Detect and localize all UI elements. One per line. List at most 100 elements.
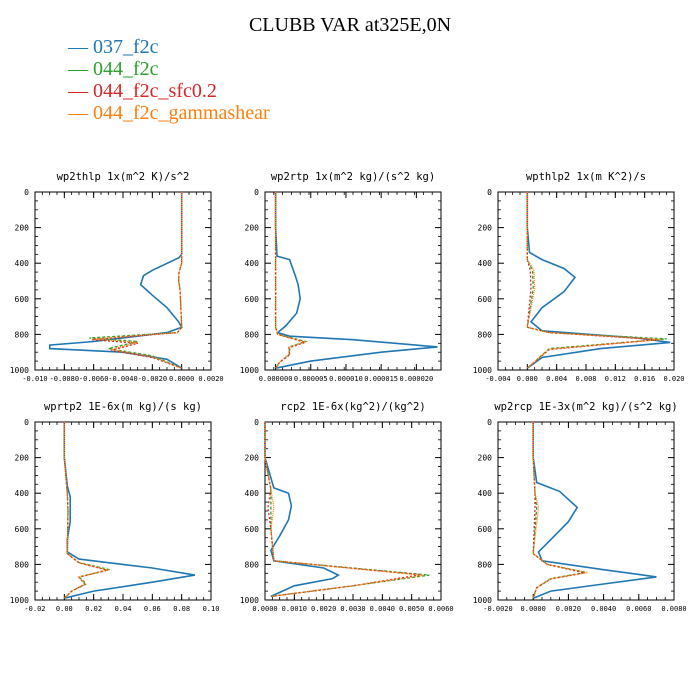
y-tick-label: 1000 bbox=[240, 366, 259, 375]
series-line-037_f2c bbox=[48, 192, 183, 369]
y-tick-label: 200 bbox=[15, 224, 30, 233]
plot-frame bbox=[264, 191, 442, 371]
x-tick-label: -0.010 bbox=[22, 375, 47, 383]
y-tick-label: 0 bbox=[487, 188, 492, 197]
x-tick-label: 0.012 bbox=[605, 375, 626, 383]
x-tick-label: 0.0000 bbox=[169, 375, 194, 383]
panel-1: wp2thlp 1x(m^2 K)/s^202004006008001000-0… bbox=[10, 171, 224, 383]
y-tick-label: 600 bbox=[245, 525, 260, 534]
panel-5: rcp2 1E-6x(kg^2)/(kg^2) 0 200 400 600 800 1000… bbox=[240, 401, 454, 613]
y-tick-label: 0 bbox=[24, 188, 29, 197]
panel-title: wpthlp2 1x(m K^2)/s bbox=[526, 171, 646, 183]
x-tick-label: 0.02 bbox=[85, 605, 102, 613]
panel-4: wprtp2 1E-6x(m kg)/(s kg) 0 200 400 600 800 10… bbox=[10, 401, 220, 613]
y-tick-label: 200 bbox=[245, 454, 260, 463]
x-tick-label: 0.016 bbox=[634, 375, 655, 383]
panel-6: wp2rcp 1E-3x(m^2 kg)/(s^2 kg)0 200 400 600 8… bbox=[473, 401, 687, 613]
x-tick-label: -0.004 bbox=[485, 375, 510, 383]
x-tick-label: 0.004 bbox=[546, 375, 567, 383]
legend-label: 044_f2c bbox=[93, 58, 159, 80]
x-tick-label: 0.08 bbox=[173, 605, 190, 613]
y-tick-label: 800 bbox=[245, 560, 260, 569]
x-tick-label: 0.0030 bbox=[340, 605, 365, 613]
y-tick-label: 1000 bbox=[10, 366, 29, 375]
series-line-037_f2c bbox=[532, 422, 657, 599]
y-tick-label: 1000 bbox=[473, 596, 492, 605]
panel-title: wp2rtp 1x(m^2 kg)/(s^2 kg) bbox=[271, 171, 435, 183]
y-tick-label: 200 bbox=[245, 224, 260, 233]
legend-label: 037_f2c bbox=[93, 36, 159, 58]
y-tick-label: 400 bbox=[245, 489, 260, 498]
y-tick-label: 400 bbox=[478, 489, 493, 498]
x-tick-label: 0.0020 bbox=[556, 605, 581, 613]
x-tick-label: 0.0060 bbox=[626, 605, 651, 613]
y-tick-label: 600 bbox=[245, 295, 260, 304]
panel-title: wp2thlp 1x(m^2 K)/s^2 bbox=[57, 171, 190, 183]
x-tick-label: -0.0040 bbox=[108, 375, 138, 383]
x-tick-label: 0.00 bbox=[56, 605, 73, 613]
y-tick-label: 200 bbox=[478, 454, 493, 463]
series-line-044_f2c bbox=[264, 422, 430, 598]
x-tick-label: 0.000000 bbox=[259, 375, 293, 383]
series-line-044_f2c_sfc0.2 bbox=[274, 192, 308, 369]
x-tick-label: 0.020 bbox=[663, 375, 684, 383]
y-tick-label: 800 bbox=[478, 330, 493, 339]
y-tick-label: 1000 bbox=[10, 596, 29, 605]
x-tick-label: 0.0000 bbox=[252, 605, 277, 613]
x-tick-label: 0.0020 bbox=[198, 375, 223, 383]
legend: — 037_f2c — 044_f2c — 044_f2c_sfc0.2 — 0… bbox=[68, 36, 270, 124]
x-tick-label: 0.10 bbox=[203, 605, 220, 613]
series-line-037_f2c bbox=[63, 422, 196, 599]
x-tick-label: -0.0080 bbox=[50, 375, 80, 383]
series-line-044_f2c_gammashear bbox=[264, 422, 424, 598]
y-tick-label: 1000 bbox=[473, 366, 492, 375]
x-tick-label: 0.000020 bbox=[400, 375, 434, 383]
series-line-037_f2c bbox=[526, 192, 671, 369]
series-line-044_f2c bbox=[274, 192, 309, 369]
y-tick-label: 600 bbox=[478, 525, 493, 534]
y-tick-label: 600 bbox=[478, 295, 493, 304]
y-tick-label: 0 bbox=[254, 188, 259, 197]
y-tick-label: 400 bbox=[15, 489, 30, 498]
x-tick-label: 0.0010 bbox=[282, 605, 307, 613]
series-line-037_f2c bbox=[264, 422, 340, 598]
x-tick-label: 0.0020 bbox=[311, 605, 336, 613]
legend-label: 044_f2c_gammashear bbox=[93, 102, 270, 124]
y-tick-label: 0 bbox=[254, 418, 259, 427]
y-tick-label: 400 bbox=[478, 259, 493, 268]
legend-item-044_f2c_sfc0.2: — 044_f2c_sfc0.2 bbox=[68, 80, 217, 102]
y-tick-label: 200 bbox=[15, 454, 30, 463]
panel-2: wp2rtp 1x(m^2 kg)/(s^2 kg) 0 200 400 600 800 1… bbox=[240, 171, 442, 383]
series-line-044_f2c_sfc0.2 bbox=[526, 192, 658, 369]
y-tick-label: 0 bbox=[24, 418, 29, 427]
series-line-044_f2c_gammashear bbox=[274, 192, 307, 369]
series-line-044_f2c_sfc0.2 bbox=[92, 192, 183, 369]
x-tick-label: 0.000005 bbox=[294, 375, 328, 383]
y-tick-label: 400 bbox=[15, 259, 30, 268]
y-tick-label: 800 bbox=[15, 330, 30, 339]
series-line-044_f2c_gammashear bbox=[63, 422, 109, 599]
y-tick-label: 1000 bbox=[240, 596, 259, 605]
x-tick-label: 0.04 bbox=[115, 605, 132, 613]
x-tick-label: -0.0020 bbox=[138, 375, 168, 383]
plot-frame bbox=[497, 191, 675, 371]
x-tick-label: -0.0060 bbox=[79, 375, 109, 383]
series-line-044_f2c_sfc0.2 bbox=[532, 422, 585, 599]
x-tick-label: 0.0080 bbox=[661, 605, 686, 613]
x-tick-label: -0.0020 bbox=[483, 605, 513, 613]
series-line-044_f2c_gammashear bbox=[93, 192, 183, 369]
series-line-044_f2c bbox=[89, 192, 183, 369]
y-tick-label: 800 bbox=[478, 560, 493, 569]
series-line-044_f2c_gammashear bbox=[532, 422, 588, 599]
y-tick-label: 600 bbox=[15, 295, 30, 304]
panel-title: wp2rcp 1E-3x(m^2 kg)/(s^2 kg) bbox=[494, 401, 677, 413]
legend-item-037_f2c: — 037_f2c bbox=[68, 36, 159, 58]
panel-title: rcp2 1E-6x(kg^2)/(kg^2) bbox=[280, 401, 425, 413]
plot-frame bbox=[34, 191, 212, 371]
plot-frame bbox=[497, 421, 675, 601]
x-tick-label: 0.008 bbox=[575, 375, 596, 383]
series-line-037_f2c bbox=[274, 192, 438, 369]
y-tick-label: 0 bbox=[487, 418, 492, 427]
x-tick-label: 0.0040 bbox=[370, 605, 395, 613]
